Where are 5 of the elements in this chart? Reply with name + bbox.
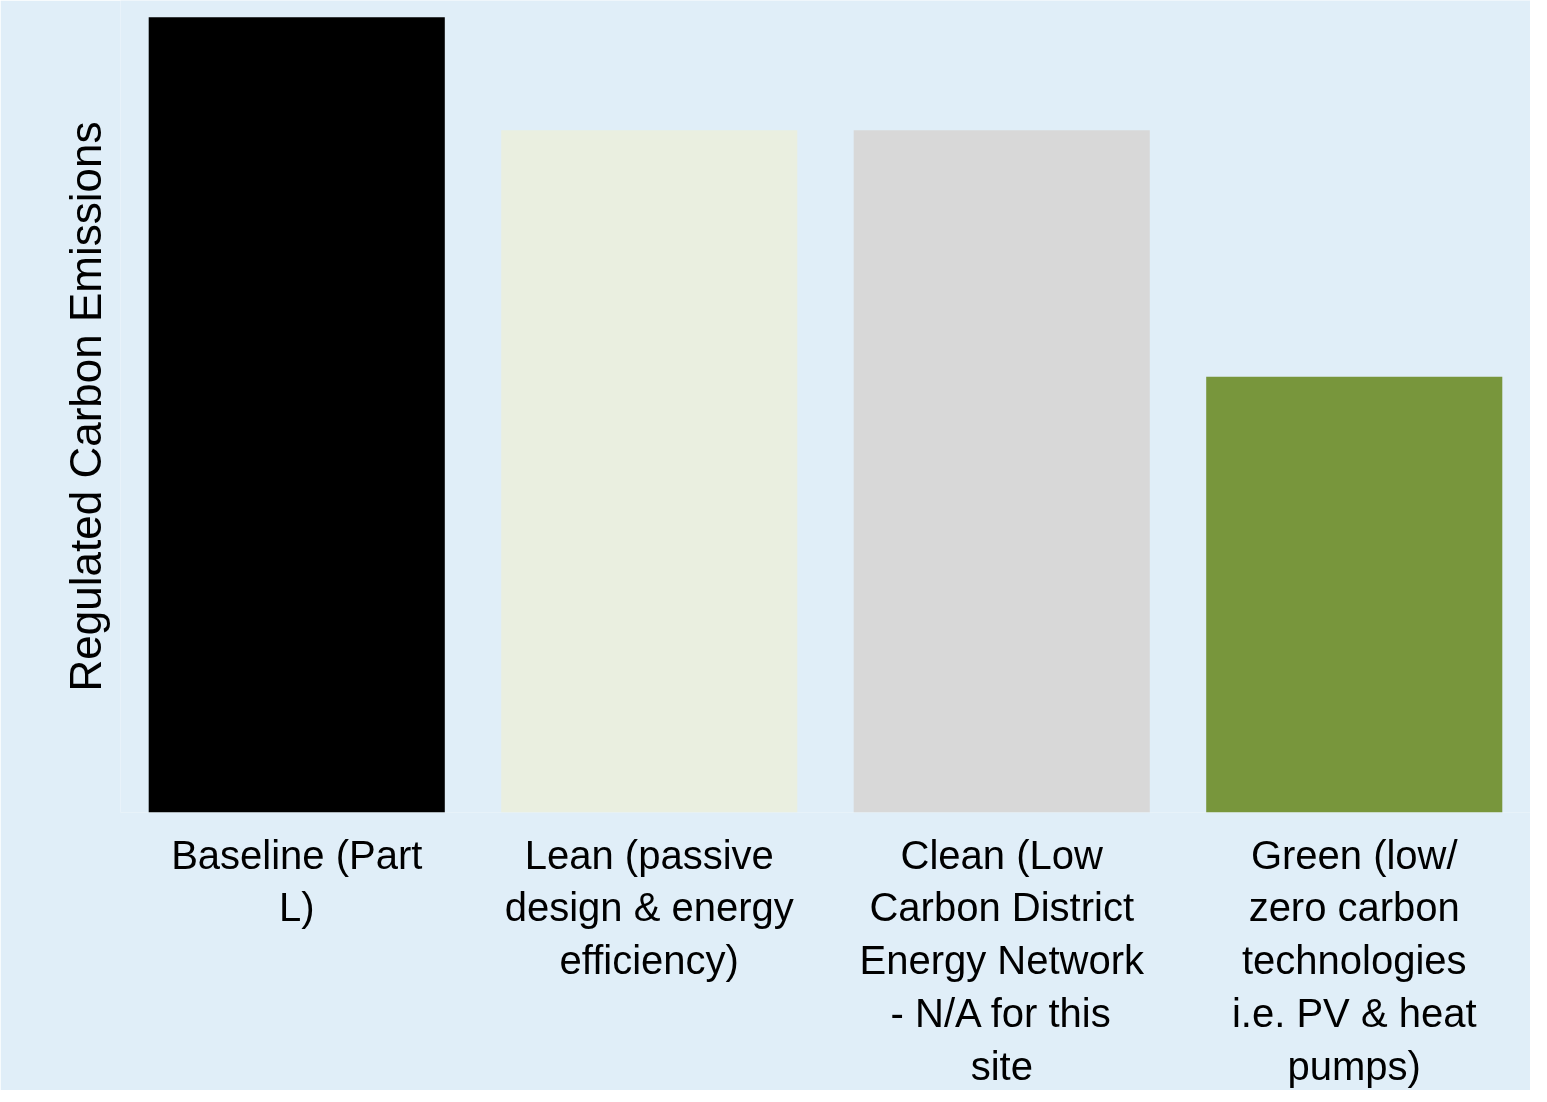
x-tick-label: Baseline (Part L) — [171, 832, 423, 930]
y-axis-title: Regulated Carbon Emissions — [60, 121, 110, 692]
x-tick-label: Clean (Low Carbon District Energy Network - N/A for this site — [859, 832, 1146, 1088]
x-tick-label: Lean (passive design & energy efficiency) — [504, 832, 794, 983]
x-tick-label: Green (low/ zero carbon technologies i.e. PV & heat pumps) — [1231, 832, 1477, 1088]
